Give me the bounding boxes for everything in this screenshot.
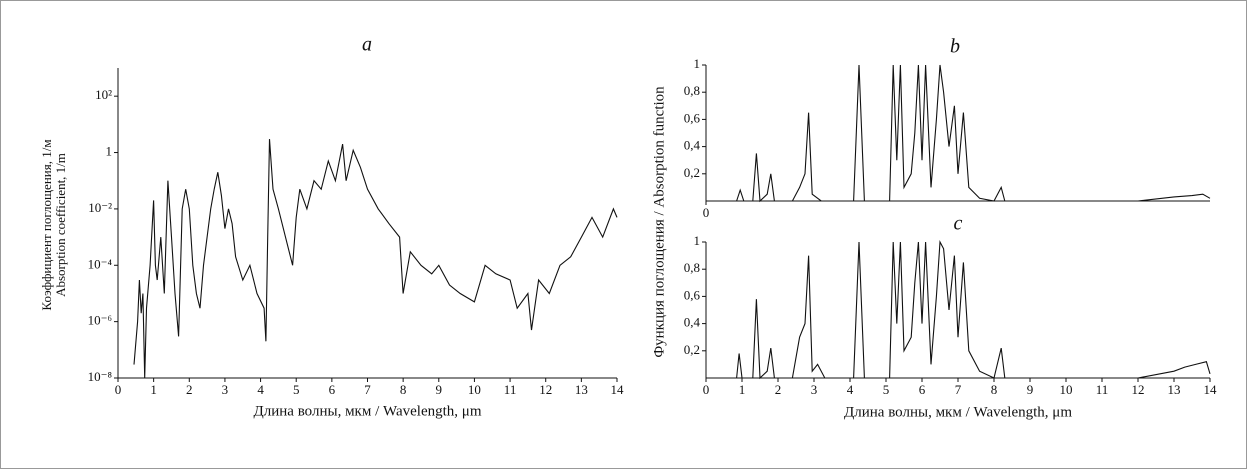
x-tick-label: 13 (1168, 382, 1181, 397)
x-tick-label: 5 (883, 382, 890, 397)
y-tick-label: 10² (95, 87, 112, 102)
y-tick-label: 0,4 (684, 138, 701, 153)
y-tick-label: 1 (106, 144, 113, 159)
x-tick-label: 6 (329, 382, 336, 397)
x-tick-label: 12 (539, 382, 552, 397)
y-tick-label: 0,4 (684, 315, 701, 330)
y-tick-label: 0,6 (684, 110, 701, 125)
x-tick-label: 0 (703, 205, 710, 220)
y-tick-label: 10⁻² (88, 200, 112, 215)
x-tick-label: 0 (703, 382, 710, 397)
x-tick-label: 3 (811, 382, 818, 397)
x-tick-label: 5 (293, 382, 300, 397)
y-axis-label: Absorption coefficient, 1/m (53, 153, 68, 297)
y-tick-label: 1 (694, 233, 701, 248)
x-tick-label: 8 (400, 382, 407, 397)
x-tick-label: 9 (1027, 382, 1034, 397)
x-tick-label: 2 (775, 382, 782, 397)
chart-title: a (362, 34, 372, 56)
x-tick-label: 13 (575, 382, 588, 397)
x-tick-label: 8 (991, 382, 998, 397)
spectrum-line (706, 64, 1211, 203)
x-axis-label: Длина волны, мкм / Wavelength, μm (844, 404, 1072, 420)
spectrum-line (133, 139, 618, 379)
y-tick-label: 10⁻⁴ (88, 256, 113, 271)
y-axis-label: Функция поглощения / Absorption function (651, 86, 667, 358)
chart-title: b (950, 36, 960, 58)
x-tick-label: 1 (739, 382, 746, 397)
x-tick-label: 1 (150, 382, 157, 397)
x-tick-label: 14 (611, 382, 625, 397)
x-tick-label: 2 (186, 382, 193, 397)
chart-title: c (954, 213, 963, 235)
spectrum-line (706, 240, 1211, 380)
y-axis-label: Коэффициент поглощения, 1/м (39, 139, 54, 310)
y-tick-label: 0,8 (684, 260, 700, 275)
x-tick-label: 3 (222, 382, 229, 397)
x-tick-label: 7 (364, 382, 371, 397)
x-axis-label: Длина волны, мкм / Wavelength, μm (254, 403, 482, 419)
x-tick-label: 7 (955, 382, 962, 397)
y-tick-label: 10⁻⁸ (88, 369, 113, 384)
y-tick-label: 1 (694, 56, 701, 71)
x-tick-label: 12 (1132, 382, 1145, 397)
y-tick-label: 10⁻⁶ (88, 313, 112, 328)
x-tick-label: 0 (115, 382, 122, 397)
x-tick-label: 10 (468, 382, 481, 397)
y-tick-label: 0,2 (684, 342, 700, 357)
x-tick-label: 6 (919, 382, 926, 397)
x-tick-label: 11 (1096, 382, 1109, 397)
x-tick-label: 4 (847, 382, 854, 397)
x-tick-label: 9 (436, 382, 443, 397)
y-tick-label: 0,2 (684, 165, 700, 180)
x-tick-label: 11 (504, 382, 517, 397)
y-tick-label: 0,8 (684, 83, 700, 98)
y-tick-label: 0,6 (684, 287, 701, 302)
x-tick-label: 4 (257, 382, 264, 397)
x-tick-label: 14 (1204, 382, 1218, 397)
x-tick-label: 10 (1060, 382, 1073, 397)
